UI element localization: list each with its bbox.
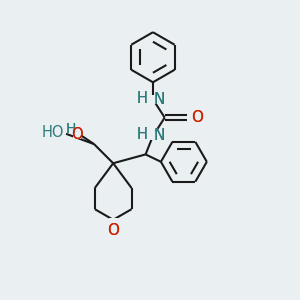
Bar <box>148 131 164 140</box>
Bar <box>47 128 64 137</box>
Text: O: O <box>107 223 119 238</box>
Text: O: O <box>190 110 202 125</box>
Text: H: H <box>137 127 148 142</box>
Text: N: N <box>154 92 165 107</box>
Text: N: N <box>154 128 165 143</box>
Bar <box>109 218 118 227</box>
Text: H: H <box>137 127 148 142</box>
Text: O: O <box>71 127 83 142</box>
Text: H: H <box>65 122 76 136</box>
Text: N: N <box>154 92 165 107</box>
Text: H: H <box>65 122 76 136</box>
Bar <box>73 130 81 139</box>
Bar <box>148 95 164 104</box>
Bar <box>188 113 198 122</box>
Text: O: O <box>71 127 83 142</box>
Text: H: H <box>137 91 148 106</box>
Text: N: N <box>154 128 165 143</box>
Text: O: O <box>190 110 202 125</box>
Text: HO: HO <box>41 125 64 140</box>
Text: O: O <box>107 223 119 238</box>
Text: H: H <box>137 91 148 106</box>
